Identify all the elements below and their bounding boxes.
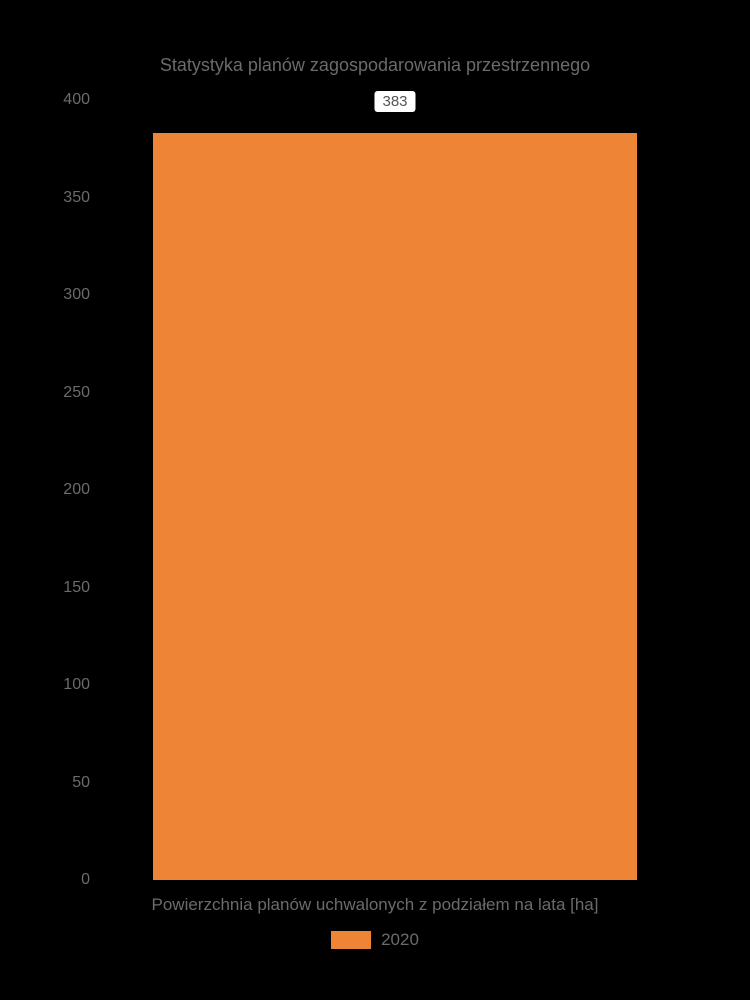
- y-tick-label: 150: [40, 579, 90, 597]
- bar: [153, 133, 637, 880]
- y-tick-label: 50: [40, 774, 90, 792]
- bar-value-label: 383: [374, 91, 415, 112]
- y-tick-label: 400: [40, 91, 90, 109]
- plot-area: 383: [100, 100, 690, 880]
- legend-label: 2020: [381, 930, 419, 950]
- y-tick-label: 300: [40, 286, 90, 304]
- chart-title: Statystyka planów zagospodarowania przes…: [0, 55, 750, 76]
- y-tick-label: 100: [40, 676, 90, 694]
- legend-swatch: [331, 931, 371, 949]
- y-tick-label: 250: [40, 384, 90, 402]
- legend: 2020: [0, 930, 750, 950]
- y-tick-label: 0: [40, 871, 90, 889]
- y-tick-label: 350: [40, 189, 90, 207]
- chart-container: Statystyka planów zagospodarowania przes…: [0, 0, 750, 1000]
- y-tick-label: 200: [40, 481, 90, 499]
- x-axis-title: Powierzchnia planów uchwalonych z podzia…: [0, 895, 750, 915]
